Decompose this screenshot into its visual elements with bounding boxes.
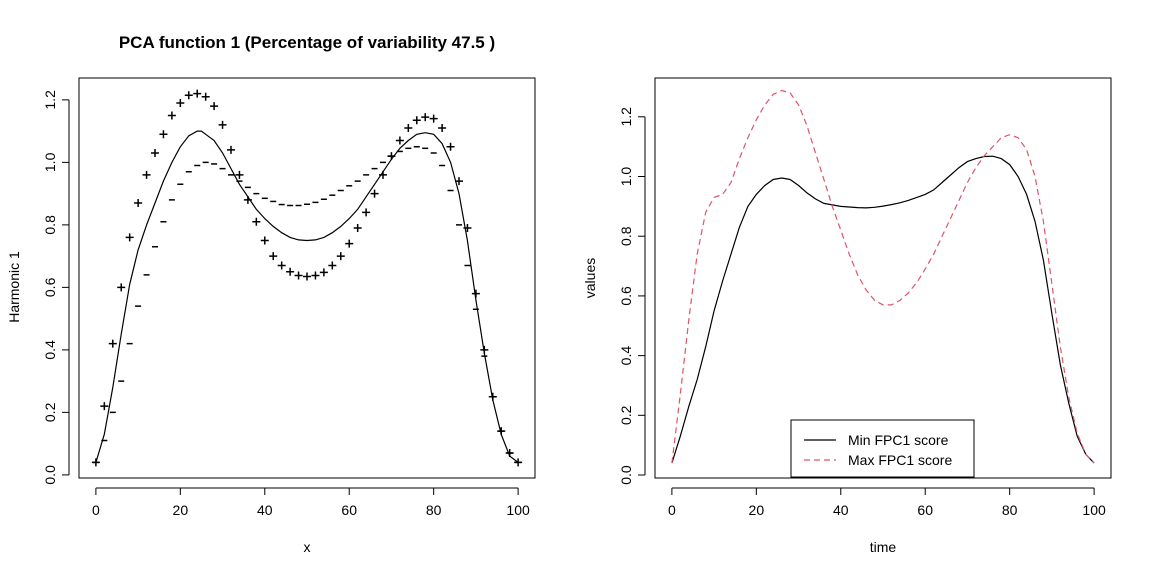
left-y-tick-label: 0.2 [42,402,58,422]
left-chart-title: PCA function 1 (Percentage of variabilit… [119,33,495,52]
left-y-tick-label: 0.4 [42,340,58,360]
right-series-2-line [671,89,1095,464]
legend-label-max: Max FPC1 score [848,452,952,468]
left-chart-panel: PCA function 1 (Percentage of variabilit… [6,33,536,555]
right-y-tick-label: 0.8 [618,226,634,246]
right-plot-frame [654,77,1112,479]
left-plus-marker [379,170,387,179]
left-y-axis-label: Harmonic 1 [6,251,22,323]
left-plus-marker [294,271,303,280]
left-plus-marker [201,92,210,101]
right-y-tick-label: 0.6 [618,286,634,306]
right-series-1-line [671,155,1095,464]
right-x-tick-label: 20 [749,502,765,518]
left-plus-marker [260,236,269,245]
left-plus-marker [151,149,159,157]
left-plus-marker [362,208,371,217]
left-plus-marker [345,239,354,248]
right-x-tick-label: 100 [1082,502,1106,518]
left-plus-marker [277,261,286,270]
left-plus-marker [471,289,480,298]
left-plus-marker [117,283,126,292]
left-x-tick-label: 80 [426,502,442,518]
right-x-tick-label: 60 [917,502,933,518]
right-axes: 0 20 40 60 80 100 0.0 0.2 0.4 0.6 0.8 1.0 1.2 [618,107,1106,518]
left-plus-marker [353,224,362,232]
left-plus-marker [243,195,252,204]
left-plot-marks [91,89,523,467]
left-plus-marker [235,170,244,179]
left-plus-marker [370,189,379,198]
left-plus-marker [446,142,455,151]
left-y-tick-label: 0.6 [42,277,58,297]
left-plus-marker [252,217,261,226]
right-y-axis-label: values [582,258,598,298]
right-x-tick-label: 80 [1002,502,1018,518]
right-plot-marks [671,89,1095,464]
right-chart-panel: 0 20 40 60 80 100 0.0 0.2 0.4 0.6 0.8 1.0 1.2 time v… [582,77,1112,555]
left-plus-marker [159,130,168,139]
left-plus-marker [218,120,227,129]
left-plus-marker [167,111,176,120]
legend-box [790,419,975,478]
left-plus-marker [421,113,430,122]
left-plus-marker [328,261,337,270]
left-plus-marker [125,233,134,242]
left-axes: 0 20 40 60 80 100 0.0 0.2 0.4 0.6 0.8 1.0 1.2 [42,90,530,518]
left-plus-marker [269,252,278,261]
left-x-tick-label: 60 [341,502,357,518]
right-x-tick-label: 40 [833,502,849,518]
left-plus-marker [227,145,235,154]
left-x-tick-label: 0 [92,502,100,518]
left-plus-marker [210,102,219,111]
left-y-tick-label: 0.8 [42,215,58,235]
left-plus-marker [100,402,109,411]
left-x-axis-label: x [304,539,311,555]
left-series-1-line [95,130,519,463]
left-y-tick-label: 1.2 [42,90,58,110]
left-plus-marker [193,89,202,98]
right-x-axis-label: time [870,539,897,555]
left-plot-frame [78,77,536,479]
left-plus-marker [286,267,295,276]
left-y-tick-label: 1.0 [42,152,58,172]
left-x-tick-label: 40 [257,502,273,518]
left-plus-marker [108,339,117,348]
left-plus-marker [336,252,345,261]
right-x-tick-label: 0 [668,502,676,518]
left-x-tick-label: 100 [506,502,530,518]
left-plus-marker [303,272,311,281]
left-plus-marker [404,124,413,132]
legend-label-min: Min FPC1 score [848,432,949,448]
left-plus-marker [142,170,151,179]
right-y-tick-label: 1.2 [618,107,634,127]
left-plus-marker [134,199,143,207]
left-plus-marker [438,124,447,132]
right-y-tick-label: 1.0 [618,167,634,187]
right-y-tick-label: 0.2 [618,405,634,425]
left-y-tick-label: 0.0 [42,465,58,485]
left-plus-marker [463,224,472,232]
right-y-tick-label: 0.0 [618,465,634,485]
left-plus-marker [395,136,404,145]
legend: Min FPC1 score Max FPC1 score [790,419,975,478]
left-plus-marker [184,91,193,100]
left-x-tick-label: 20 [173,502,189,518]
left-plus-marker [455,177,463,186]
left-plus-marker [412,116,421,125]
left-plus-marker [480,345,489,354]
left-plus-marker [311,271,320,280]
left-plus-marker [429,114,438,123]
left-plus-marker [176,99,185,107]
right-y-tick-label: 0.4 [618,346,634,366]
left-plus-marker [319,268,328,277]
